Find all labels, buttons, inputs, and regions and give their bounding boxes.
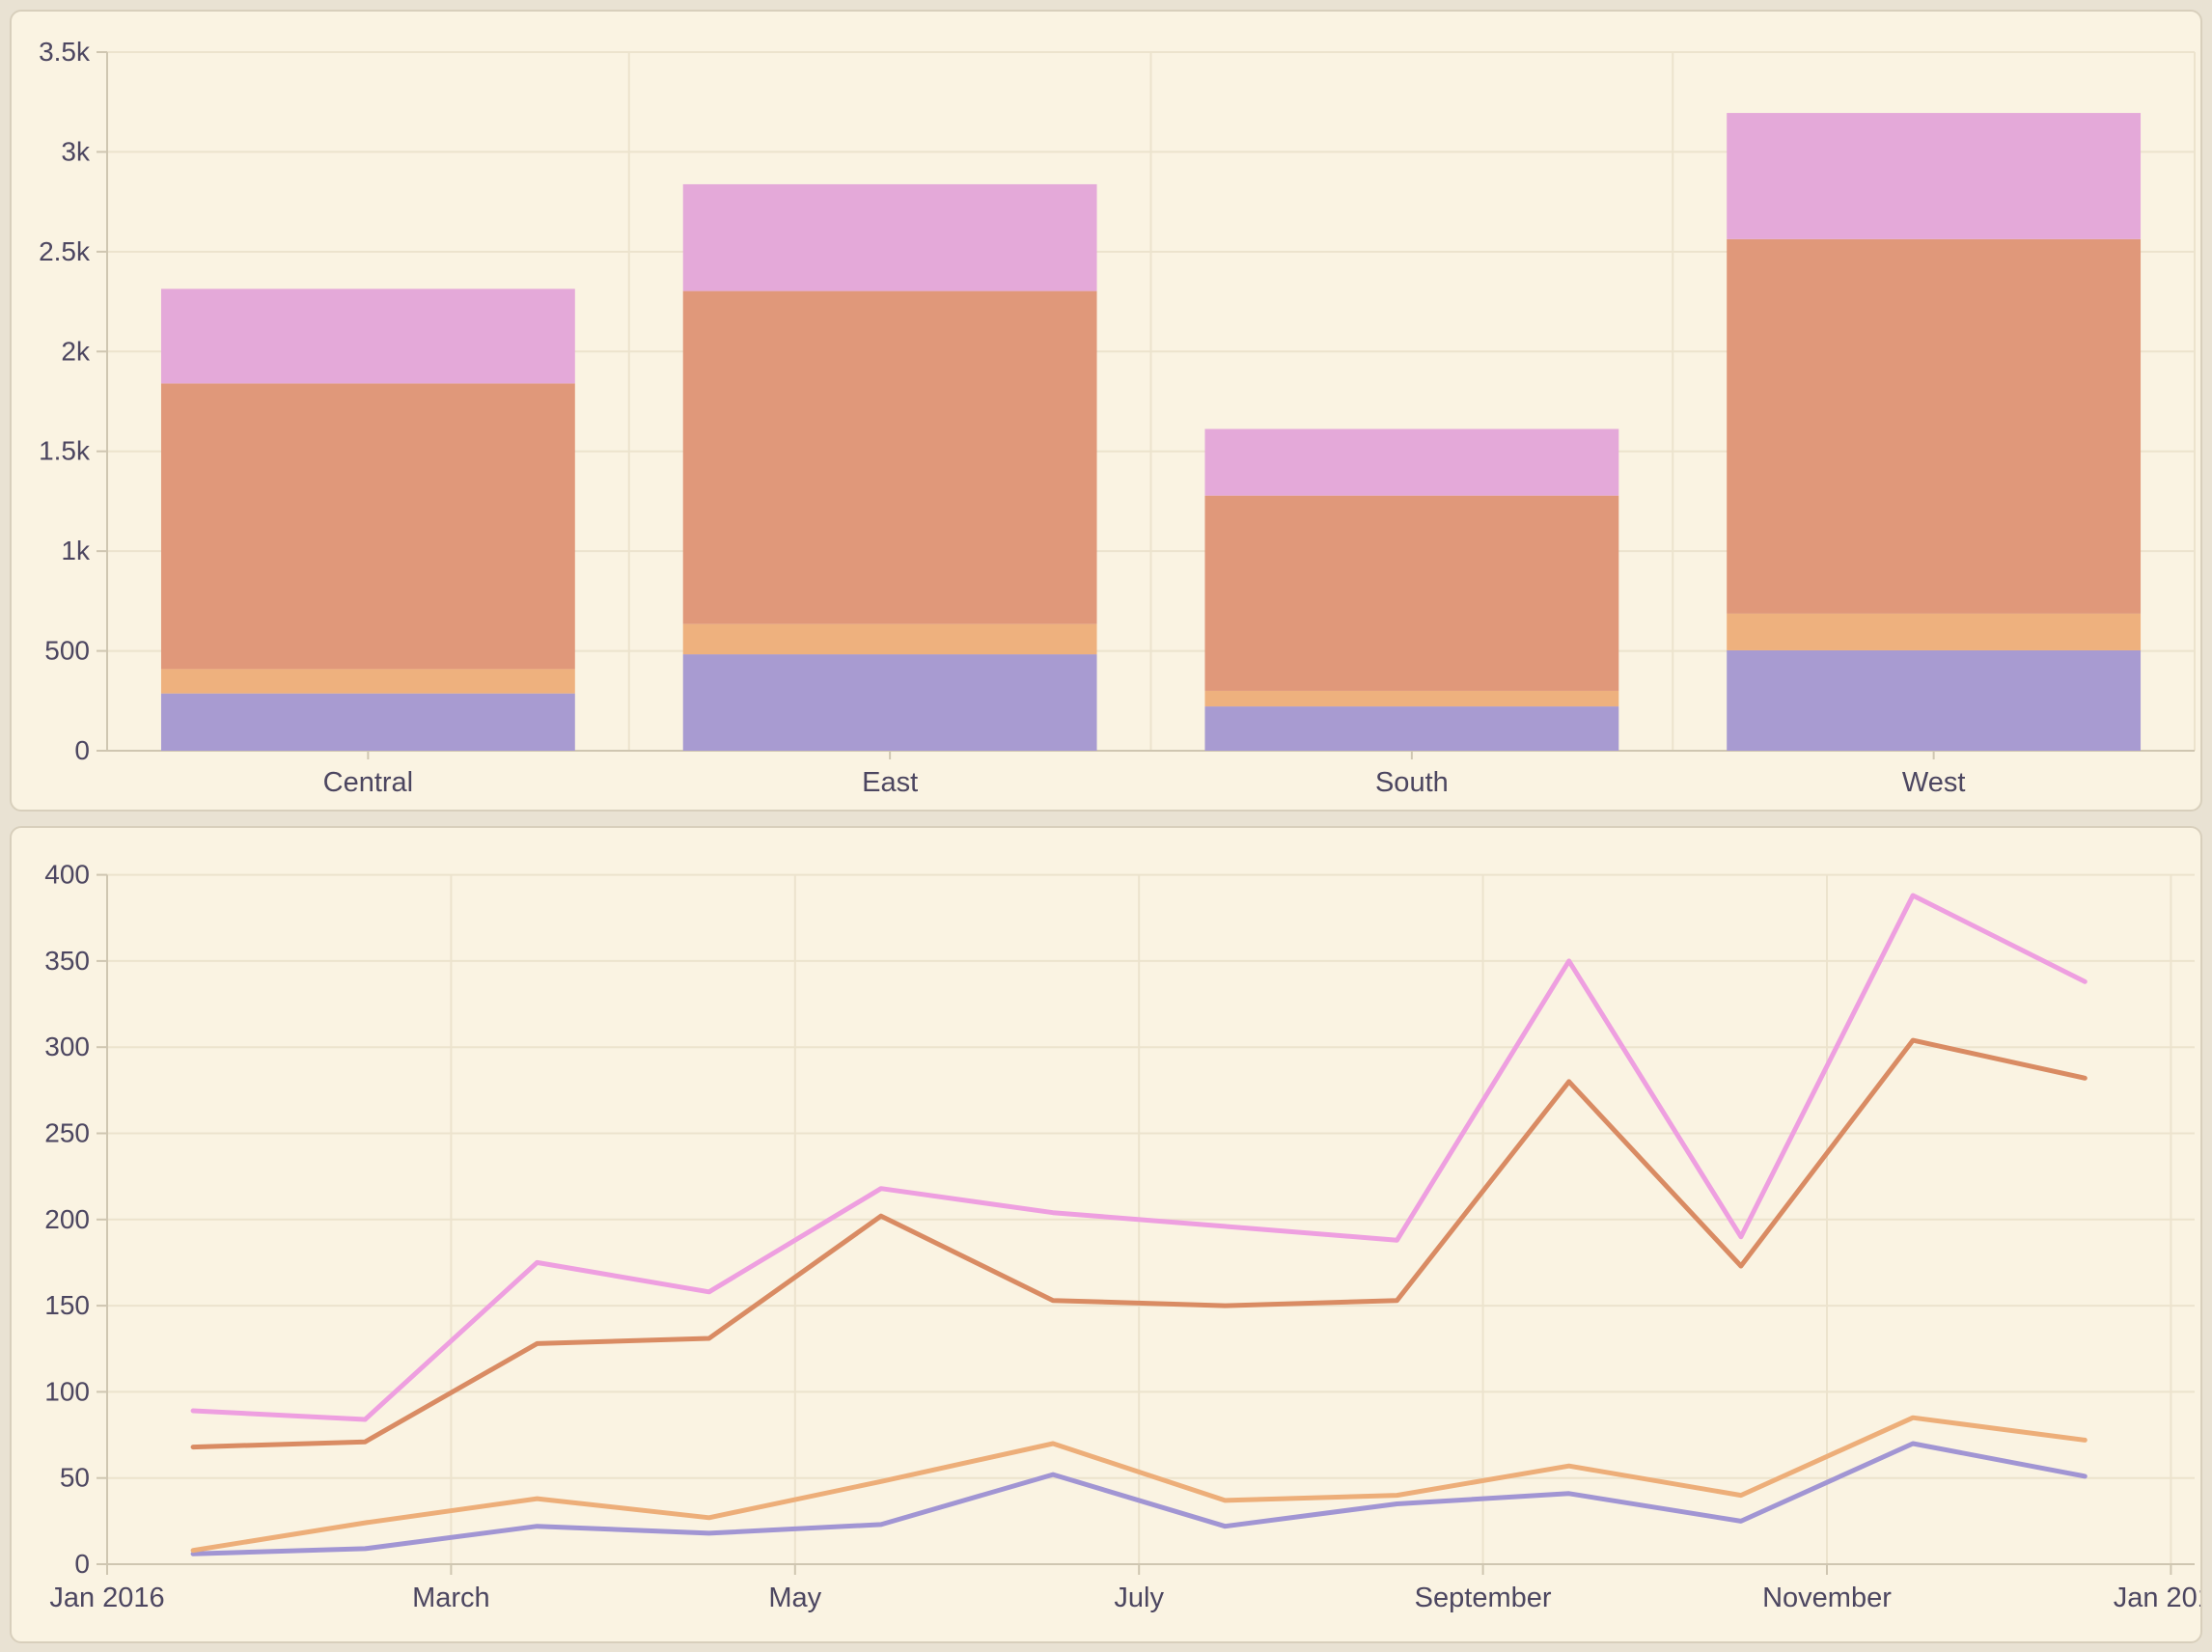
x-tick-label: Jan 2017 <box>2114 1583 2200 1613</box>
bar-segment-pink-central[interactable] <box>160 289 575 384</box>
stacked-bar-chart[interactable]: 0 500 1k 1.5k 2k 2.5k 3k 3.5k Central East South We… <box>12 12 2200 810</box>
bar-segment-purple-east[interactable] <box>682 654 1097 751</box>
y-tick-label: 500 <box>44 636 90 666</box>
bar-segment-light-orange-central[interactable] <box>160 669 575 694</box>
line-chart-panel: 0 50 100 150 200 250 300 350 400 Jan 2016 March May… <box>10 826 2202 1643</box>
y-tick-label: 0 <box>74 1549 90 1579</box>
x-tick-label: September <box>1415 1583 1552 1613</box>
category-label: West <box>1902 767 1966 798</box>
bar-segment-salmon-central[interactable] <box>160 383 575 670</box>
x-tick-label: November <box>1762 1583 1892 1613</box>
y-tick-label: 3k <box>61 136 91 166</box>
y-tick-label: 100 <box>44 1376 90 1406</box>
bar-segment-light-orange-south[interactable] <box>1204 690 1619 707</box>
category-label: Central <box>323 767 414 798</box>
y-tick-label: 150 <box>44 1290 90 1320</box>
bar-segment-light-orange-east[interactable] <box>682 623 1097 655</box>
y-tick-label: 350 <box>44 946 90 976</box>
bar-segment-purple-south[interactable] <box>1204 706 1619 751</box>
line-purple[interactable] <box>190 1441 2088 1556</box>
stacked-bar-chart-panel: 0 500 1k 1.5k 2k 2.5k 3k 3.5k Central East South We… <box>10 10 2202 812</box>
line-light-orange[interactable] <box>190 1415 2088 1554</box>
x-tick-label: July <box>1114 1583 1164 1613</box>
y-tick-label: 3.5k <box>39 37 91 67</box>
y-tick-label: 1.5k <box>39 436 91 466</box>
y-tick-label: 0 <box>74 735 90 765</box>
y-tick-label: 400 <box>44 860 90 890</box>
bar-segment-pink-west[interactable] <box>1727 113 2142 239</box>
category-label: South <box>1375 767 1449 798</box>
line-salmon[interactable] <box>190 1037 2088 1450</box>
bar-segment-pink-east[interactable] <box>682 183 1097 291</box>
bar-segment-salmon-west[interactable] <box>1727 238 2142 614</box>
x-tick-label: May <box>768 1583 821 1613</box>
x-tick-label: March <box>412 1583 490 1613</box>
bar-segment-salmon-east[interactable] <box>682 290 1097 624</box>
y-tick-label: 2.5k <box>39 236 91 266</box>
bar-segment-purple-west[interactable] <box>1727 649 2142 751</box>
y-tick-label: 1k <box>61 536 91 565</box>
y-tick-label: 200 <box>44 1204 90 1234</box>
bar-segment-purple-central[interactable] <box>160 693 575 751</box>
y-tick-label: 250 <box>44 1118 90 1148</box>
x-tick-label: Jan 2016 <box>49 1583 164 1613</box>
y-tick-label: 50 <box>60 1463 90 1493</box>
y-tick-label: 300 <box>44 1032 90 1061</box>
bar-segment-light-orange-west[interactable] <box>1727 613 2142 650</box>
category-label: East <box>862 767 918 798</box>
y-tick-label: 2k <box>61 336 91 366</box>
line-chart[interactable]: 0 50 100 150 200 250 300 350 400 Jan 2016 March May… <box>12 828 2200 1641</box>
bar-segment-salmon-south[interactable] <box>1204 495 1619 691</box>
bar-segment-pink-south[interactable] <box>1204 428 1619 496</box>
line-pink[interactable] <box>190 893 2088 1422</box>
